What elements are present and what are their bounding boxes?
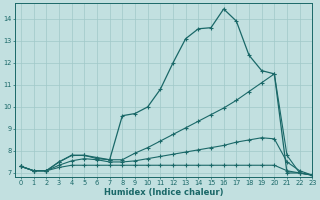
X-axis label: Humidex (Indice chaleur): Humidex (Indice chaleur): [104, 188, 223, 197]
